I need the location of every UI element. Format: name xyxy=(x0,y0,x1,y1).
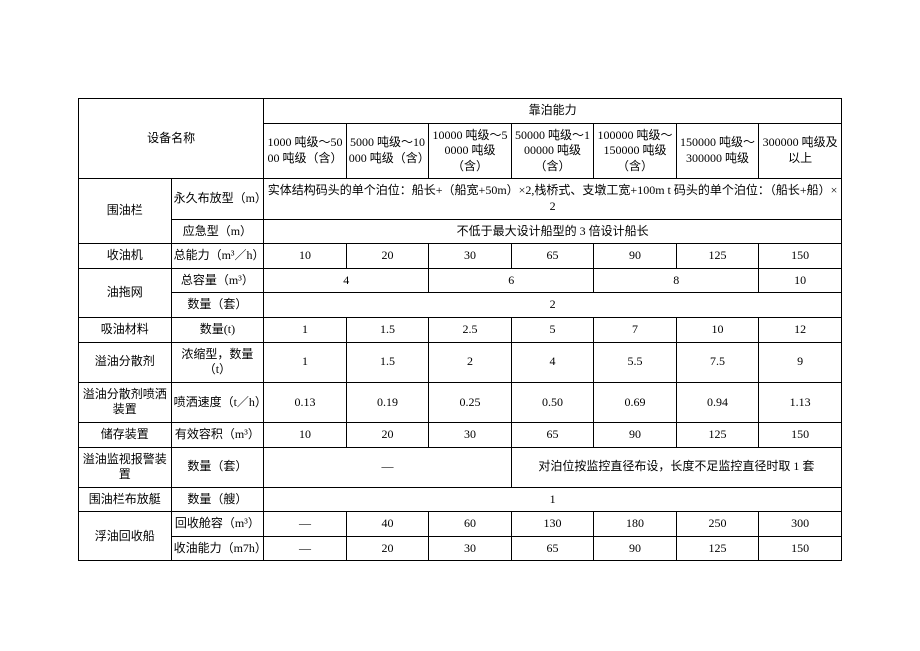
row-storage-spec: 有效容积（m³） xyxy=(171,422,264,447)
row-skimmer-name: 收油机 xyxy=(79,244,172,269)
row-recover-tank-spec: 回收舱容（m³） xyxy=(171,512,264,537)
cell: 2.5 xyxy=(429,317,512,342)
row-spray-name: 溢油分散剂喷洒装置 xyxy=(79,382,172,422)
cell: 150 xyxy=(759,244,842,269)
row-boom-name: 围油栏 xyxy=(79,179,172,244)
cell: 65 xyxy=(511,244,594,269)
hdr-col-2: 10000 吨级～50000 吨级（含） xyxy=(429,123,512,179)
cell: — xyxy=(264,447,512,487)
cell: 0.25 xyxy=(429,382,512,422)
cell: 0.69 xyxy=(594,382,677,422)
hdr-equipment: 设备名称 xyxy=(79,99,264,179)
row-spray-spec: 喷洒速度（t／h） xyxy=(171,382,264,422)
cell: 8 xyxy=(594,268,759,293)
row-disp-spec: 浓缩型，数量（t） xyxy=(171,342,264,382)
cell: 10 xyxy=(264,422,347,447)
cell: 65 xyxy=(511,536,594,561)
cell: 90 xyxy=(594,536,677,561)
cell: — xyxy=(264,536,347,561)
cell: 40 xyxy=(346,512,429,537)
cell: 125 xyxy=(676,422,759,447)
row-alarm-name: 溢油监视报警装置 xyxy=(79,447,172,487)
cell: 5 xyxy=(511,317,594,342)
row-recover-name: 浮油回收船 xyxy=(79,512,172,561)
row-boom-emg-spec: 应急型（m） xyxy=(171,219,264,244)
row-boom-perm-spec: 永久布放型（m） xyxy=(171,179,264,219)
cell: 10 xyxy=(264,244,347,269)
cell: 60 xyxy=(429,512,512,537)
cell: 4 xyxy=(264,268,429,293)
cell: 0.13 xyxy=(264,382,347,422)
hdr-col-3: 50000 吨级～100000 吨级（含） xyxy=(511,123,594,179)
hdr-col-4: 100000 吨级～150000 吨级（含） xyxy=(594,123,677,179)
cell: 30 xyxy=(429,244,512,269)
equipment-table: 设备名称 靠泊能力 1000 吨级～5000 吨级（含） 5000 吨级～100… xyxy=(78,98,842,561)
cell: 1 xyxy=(264,317,347,342)
cell: 125 xyxy=(676,244,759,269)
hdr-col-1: 5000 吨级～10000 吨级（含） xyxy=(346,123,429,179)
row-absorb-spec: 数量(t) xyxy=(171,317,264,342)
row-trawl-name: 油拖网 xyxy=(79,268,172,317)
page: 设备名称 靠泊能力 1000 吨级～5000 吨级（含） 5000 吨级～100… xyxy=(0,0,920,651)
cell: 300 xyxy=(759,512,842,537)
cell: 6 xyxy=(429,268,594,293)
cell: 150 xyxy=(759,536,842,561)
cell: 90 xyxy=(594,244,677,269)
cell: 65 xyxy=(511,422,594,447)
cell: 20 xyxy=(346,422,429,447)
cell: 9 xyxy=(759,342,842,382)
cell: 1.5 xyxy=(346,342,429,382)
cell: 180 xyxy=(594,512,677,537)
hdr-col-5: 150000 吨级～300000 吨级 xyxy=(676,123,759,179)
cell: 7.5 xyxy=(676,342,759,382)
hdr-col-6: 300000 吨级及以上 xyxy=(759,123,842,179)
cell: 1 xyxy=(264,342,347,382)
row-trawl-qty-spec: 数量（套） xyxy=(171,293,264,318)
row-alarm-spec: 数量（套） xyxy=(171,447,264,487)
cell: 20 xyxy=(346,244,429,269)
row-storage-name: 储存装置 xyxy=(79,422,172,447)
cell: 130 xyxy=(511,512,594,537)
cell: 10 xyxy=(676,317,759,342)
cell: 250 xyxy=(676,512,759,537)
cell: 30 xyxy=(429,422,512,447)
cell: 5.5 xyxy=(594,342,677,382)
cell: 2 xyxy=(264,293,842,318)
cell: 0.50 xyxy=(511,382,594,422)
cell: 4 xyxy=(511,342,594,382)
cell: 2 xyxy=(429,342,512,382)
cell: 30 xyxy=(429,536,512,561)
cell: — xyxy=(264,512,347,537)
cell: 1 xyxy=(264,487,842,512)
cell: 1.13 xyxy=(759,382,842,422)
hdr-capacity: 靠泊能力 xyxy=(264,99,842,124)
cell: 125 xyxy=(676,536,759,561)
row-absorb-name: 吸油材料 xyxy=(79,317,172,342)
cell: 0.94 xyxy=(676,382,759,422)
cell: 0.19 xyxy=(346,382,429,422)
row-skimmer-spec: 总能力（m³／h） xyxy=(171,244,264,269)
row-trawl-cap-spec: 总容量（m³） xyxy=(171,268,264,293)
row-disp-name: 溢油分散剂 xyxy=(79,342,172,382)
cell: 20 xyxy=(346,536,429,561)
row-recover-rate-spec: 收油能力（m7h） xyxy=(171,536,264,561)
cell: 150 xyxy=(759,422,842,447)
cell: 10 xyxy=(759,268,842,293)
hdr-col-0: 1000 吨级～5000 吨级（含） xyxy=(264,123,347,179)
row-boom-perm-note: 实体结构码头的单个泊位：船长+（船宽+50m）×2,栈桥式、支墩工宽+100m … xyxy=(264,179,842,219)
row-deploy-name: 围油栏布放艇 xyxy=(79,487,172,512)
cell: 对泊位按监控直径布设，长度不足监控直径时取 1 套 xyxy=(511,447,841,487)
cell: 7 xyxy=(594,317,677,342)
cell: 12 xyxy=(759,317,842,342)
cell: 1.5 xyxy=(346,317,429,342)
row-deploy-spec: 数量（艘） xyxy=(171,487,264,512)
cell: 90 xyxy=(594,422,677,447)
row-boom-emg-note: 不低于最大设计船型的 3 倍设计船长 xyxy=(264,219,842,244)
